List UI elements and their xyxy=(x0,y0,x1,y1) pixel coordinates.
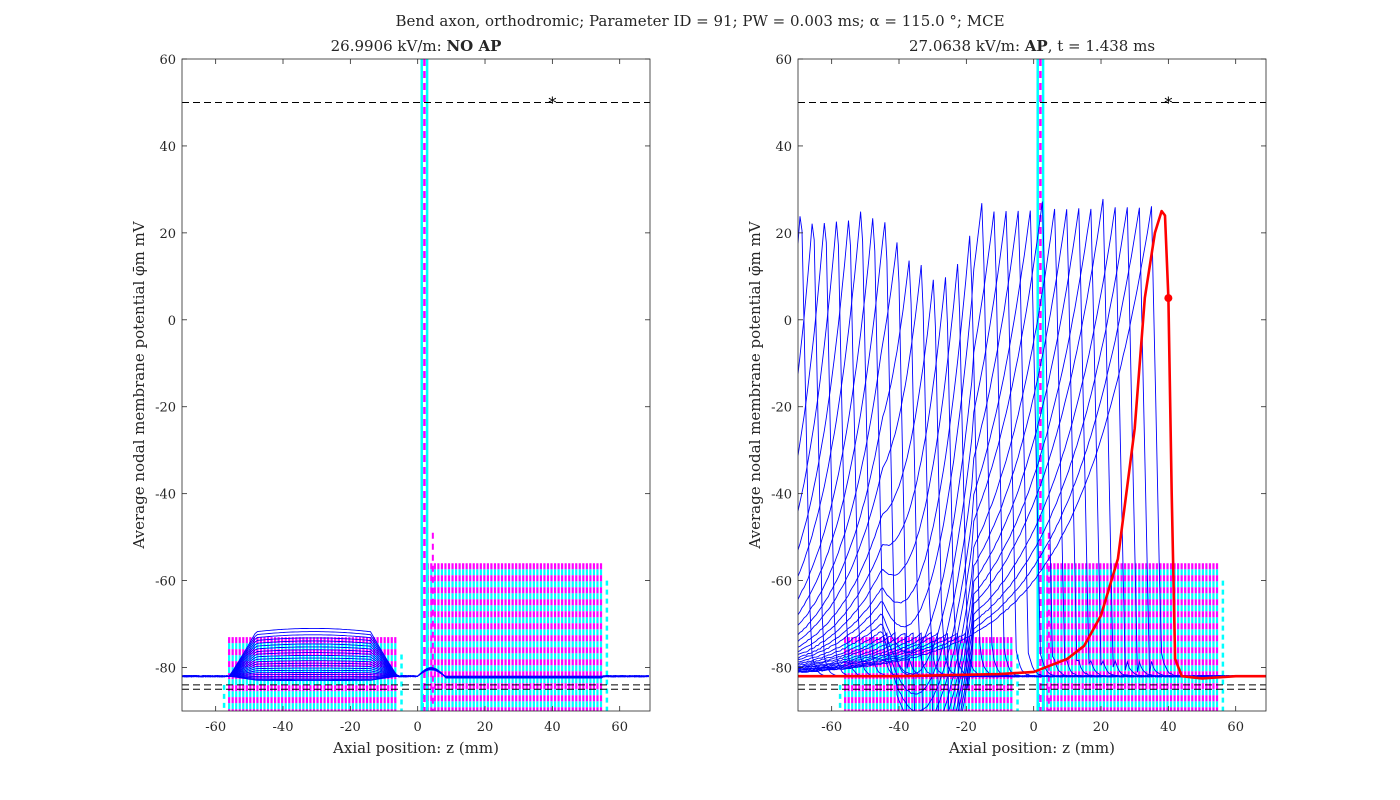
star-marker: * xyxy=(548,93,556,112)
right-panel: * -60 -40 -20 0 20 40 60 -80 -60 -40 -20 0 20 40 60 27.0… xyxy=(746,37,1267,757)
trace-line xyxy=(798,210,1265,695)
x-axis-label: Axial position: z (mm) xyxy=(948,739,1115,757)
x-tick-label: 40 xyxy=(544,720,561,735)
trace-line xyxy=(798,206,1265,678)
highlight-marker xyxy=(1164,294,1173,303)
star-marker: * xyxy=(1164,93,1172,112)
x-tick-label: -40 xyxy=(273,720,294,735)
figure-suptitle: Bend axon, orthodromic; Parameter ID = 9… xyxy=(395,12,1004,30)
x-tick-label: -20 xyxy=(956,720,977,735)
bend-spike xyxy=(420,59,434,711)
x-tick-label: -60 xyxy=(821,720,842,735)
trace-line xyxy=(798,264,1265,678)
x-tick-label: -20 xyxy=(340,720,361,735)
panel-title: 26.9906 kV/m: NO AP xyxy=(331,37,502,55)
y-tick-label: -60 xyxy=(155,575,176,590)
potential-traces xyxy=(182,627,649,682)
y-tick-label: 20 xyxy=(775,227,792,242)
trace-line xyxy=(798,242,1265,678)
trace-line xyxy=(798,263,1265,678)
trace-line xyxy=(182,627,649,679)
y-tick-label: 60 xyxy=(775,53,792,68)
y-tick-label: -40 xyxy=(155,488,176,503)
y-tick-label: -40 xyxy=(771,488,792,503)
y-axis-label: Average nodal membrane potential φ̄m mV xyxy=(746,220,764,549)
panel-title: 27.0638 kV/m: AP, t = 1.438 ms xyxy=(909,37,1155,55)
axes-box xyxy=(797,58,1267,712)
highlight-trace xyxy=(798,209,1266,680)
y-tick-label: -80 xyxy=(771,662,792,677)
trace-line xyxy=(798,210,1265,711)
y-tick-label: -60 xyxy=(771,575,792,590)
y-tick-label: 0 xyxy=(168,314,176,329)
y-tick-label: -20 xyxy=(155,401,176,416)
x-tick-label: 20 xyxy=(1093,720,1110,735)
y-tick-label: -80 xyxy=(155,662,176,677)
y-tick-label: 60 xyxy=(159,53,176,68)
x-tick-label: 40 xyxy=(1160,720,1177,735)
left-panel: * -60 -40 -20 0 20 40 60 -80 -60 -40 -20 0 20 40 60 26.9… xyxy=(130,37,651,757)
y-tick-label: 40 xyxy=(159,140,176,155)
plot-area: * xyxy=(182,59,650,711)
node-segment xyxy=(1037,563,1225,711)
y-axis-label: Average nodal membrane potential φ̄m mV xyxy=(130,220,148,549)
trace-line xyxy=(798,260,1265,678)
x-tick-label: -60 xyxy=(205,720,226,735)
y-tick-label: 0 xyxy=(784,314,792,329)
x-tick-label: 60 xyxy=(1227,720,1244,735)
y-tick-label: -20 xyxy=(771,401,792,416)
x-axis-label: Axial position: z (mm) xyxy=(332,739,499,757)
trace-line xyxy=(798,235,1265,678)
trace-line xyxy=(798,203,1265,678)
y-tick-label: 40 xyxy=(775,140,792,155)
x-tick-label: -40 xyxy=(889,720,910,735)
bend-spike xyxy=(1036,59,1050,711)
axes-box xyxy=(181,58,651,712)
y-tick-label: 20 xyxy=(159,227,176,242)
x-tick-label: 0 xyxy=(1030,720,1038,735)
x-tick-label: 60 xyxy=(611,720,628,735)
trace-line xyxy=(798,201,1265,711)
plot-area: * xyxy=(798,59,1266,711)
x-tick-label: 0 xyxy=(414,720,422,735)
x-tick-label: 20 xyxy=(477,720,494,735)
potential-traces xyxy=(798,198,1265,711)
